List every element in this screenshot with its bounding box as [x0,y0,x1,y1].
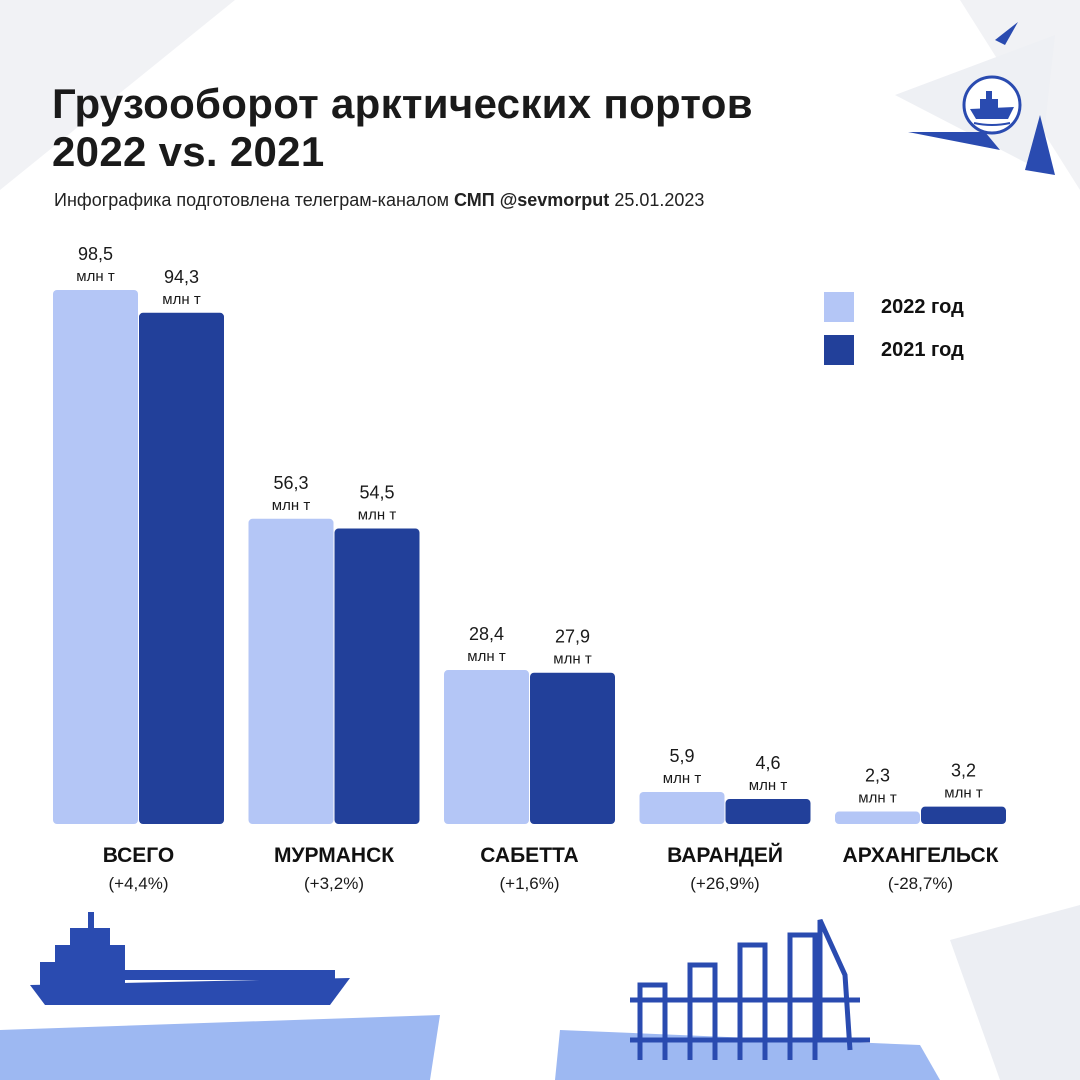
category-label: АРХАНГЕЛЬСК [843,844,999,867]
change-label: (+3,2%) [304,874,364,893]
legend-swatch-2022 [824,292,854,322]
accent-triangle [1025,115,1055,175]
unit-label: млн т [272,497,311,514]
change-label: (-28,7%) [888,874,953,893]
unit-label: млн т [467,648,506,665]
subtitle-channel: СМП @sevmorput [454,190,610,210]
category-label: МУРМАНСК [274,844,394,867]
subtitle-prefix: Инфографика подготовлена телеграм-канало… [54,190,449,210]
change-label: (+26,9%) [690,874,759,893]
corner-triangle-bottom-right [950,905,1080,1080]
bar-2021-2 [530,672,615,824]
change-label: (+1,6%) [500,874,560,893]
value-label: 98,5 [78,244,113,264]
subtitle-date: 25.01.2023 [614,190,705,210]
legend-label-2022: 2022 год [881,295,964,318]
unit-label: млн т [944,785,983,802]
category-label: ВСЕГО [103,844,175,867]
unit-label: млн т [162,291,201,308]
bar-2022-0 [53,290,138,824]
unit-label: млн т [858,790,897,807]
title-line-2: 2022 vs. 2021 [52,128,325,175]
bar-2021-4 [921,806,1006,824]
value-label: 56,3 [273,473,308,493]
change-label: (+4,4%) [109,874,169,893]
bar-2021-1 [334,528,420,824]
bar-2022-4 [835,811,920,824]
bar-2021-0 [139,312,224,824]
unit-label: млн т [553,651,592,668]
value-label: 3,2 [951,761,976,781]
unit-label: млн т [663,770,702,787]
bar-2022-2 [444,670,529,824]
bar-2022-3 [639,792,725,824]
unit-label: млн т [76,268,115,285]
accent-triangle [908,132,1000,150]
legend-swatch-2021 [824,335,854,365]
unit-label: млн т [358,507,397,524]
title-line-1: Грузооборот арктических портов [52,80,753,127]
legend-label-2021: 2021 год [881,338,964,361]
value-label: 54,5 [359,483,394,503]
bar-2022-1 [248,518,334,824]
page-title: Грузооборот арктических портов 2022 vs. … [52,80,753,176]
water-splash-left [0,1015,440,1080]
legend-item-2021: 2021 год [824,335,964,365]
value-label: 4,6 [755,753,780,773]
logo [962,75,1022,135]
chart-legend: 2022 год 2021 год [824,292,964,378]
unit-label: млн т [749,777,788,794]
bar-2021-3 [725,799,811,824]
value-label: 28,4 [469,624,504,644]
value-label: 2,3 [865,766,890,786]
subtitle: Инфографика подготовлена телеграм-канало… [54,190,704,211]
category-label: САБЕТТА [480,844,578,867]
legend-item-2022: 2022 год [824,292,964,322]
icebreaker-logo-icon [962,75,1022,135]
port-cranes-silhouette [630,918,870,1060]
ship-silhouette [30,912,350,1005]
value-label: 5,9 [669,746,694,766]
value-label: 27,9 [555,627,590,647]
accent-triangle [995,22,1018,45]
corner-triangle-top-left [0,0,235,190]
value-label: 94,3 [164,267,199,287]
category-label: ВАРАНДЕЙ [667,843,783,867]
